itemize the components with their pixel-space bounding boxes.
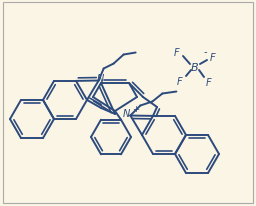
Text: F: F bbox=[206, 78, 212, 88]
Text: +: + bbox=[132, 104, 139, 114]
Text: -: - bbox=[203, 47, 207, 57]
Text: B: B bbox=[191, 63, 199, 73]
Text: N: N bbox=[123, 108, 130, 118]
Text: F: F bbox=[210, 53, 216, 63]
Text: F: F bbox=[174, 48, 180, 58]
Text: F: F bbox=[177, 77, 183, 87]
Text: N: N bbox=[97, 73, 104, 83]
